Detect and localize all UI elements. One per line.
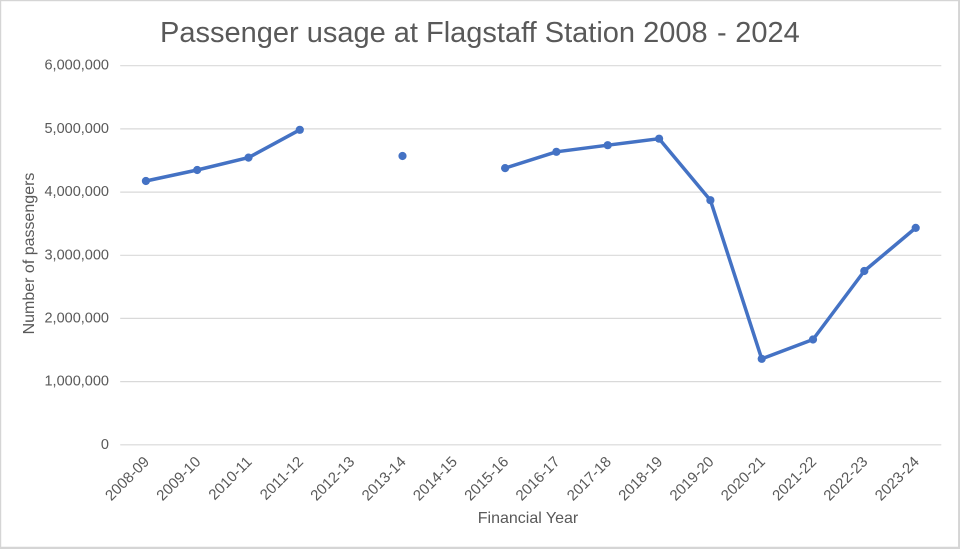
svg-text:Passenger usage at Flagstaff S: Passenger usage at Flagstaff Station 200… [160,17,800,49]
svg-text:Financial Year: Financial Year [478,510,579,527]
svg-text:2,000,000: 2,000,000 [44,310,109,326]
svg-text:5,000,000: 5,000,000 [44,121,109,137]
svg-text:Number of passengers: Number of passengers [21,173,38,335]
svg-text:0: 0 [101,437,109,453]
svg-text:6,000,000: 6,000,000 [44,58,109,74]
svg-text:3,000,000: 3,000,000 [44,247,109,263]
svg-text:4,000,000: 4,000,000 [44,184,109,200]
svg-text:1,000,000: 1,000,000 [44,374,109,390]
